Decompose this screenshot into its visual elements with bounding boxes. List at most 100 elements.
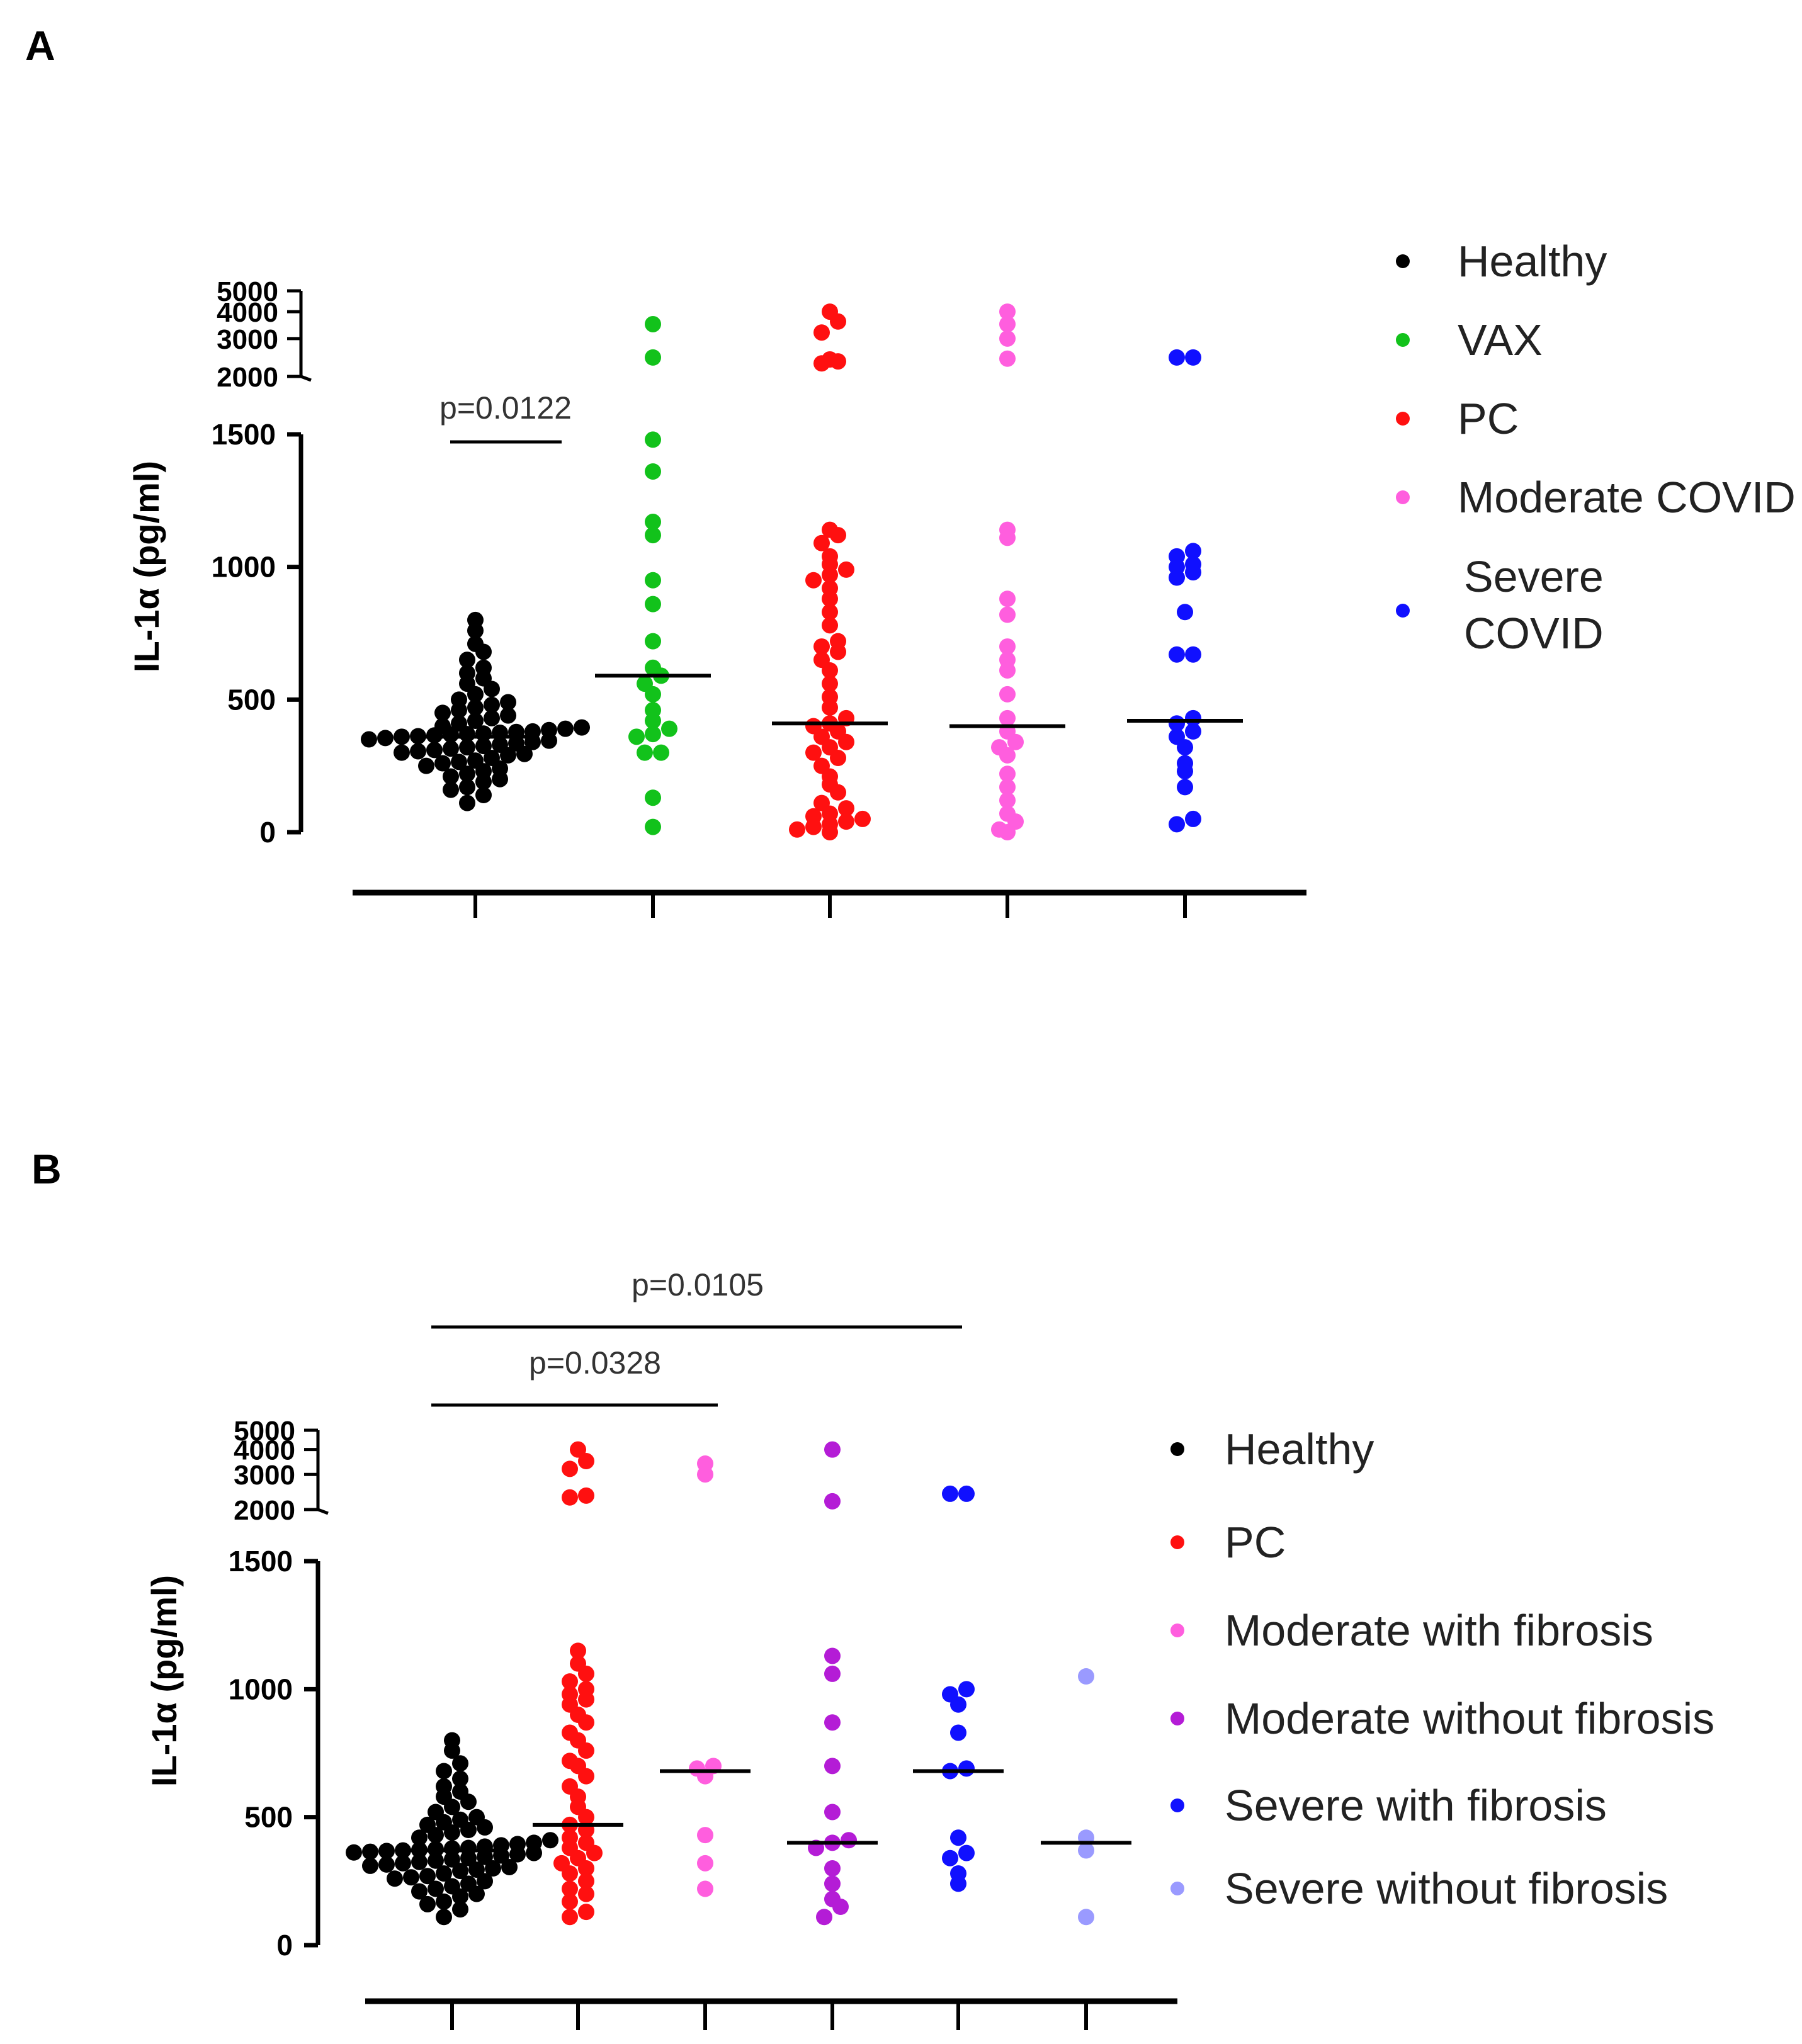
panel-a-point-healthy <box>467 713 484 730</box>
panel-a-point-vax <box>628 728 645 745</box>
panel-b-point-healthy <box>436 1893 452 1910</box>
panel-b-point-healthy <box>460 1849 477 1866</box>
panel-b-point-pc <box>578 1453 594 1470</box>
panel-b-point-severe-with-fibrosis <box>958 1760 975 1777</box>
panel-a-point-vax <box>637 744 653 761</box>
panel-a-point-vax <box>645 514 661 531</box>
panel-b-legend-marker <box>1170 1882 1184 1895</box>
panel-a-point-severe-covid <box>1185 646 1201 663</box>
panel-b-point-healthy <box>477 1819 493 1836</box>
panel-b-point-healthy <box>501 1858 518 1875</box>
panel-a-legend-label: Severe <box>1464 552 1604 601</box>
panel-b-point-healthy <box>411 1829 428 1846</box>
panel-a-point-healthy <box>459 765 475 782</box>
panel-b-p-value: p=0.0328 <box>529 1345 661 1381</box>
panel-a-point-moderate-covid <box>999 709 1016 726</box>
panel-b-point-healthy <box>346 1844 362 1861</box>
panel-a-point-healthy <box>459 779 475 796</box>
panel-a-y-tick-label-upper: 3000 <box>217 324 278 355</box>
panel-a-point-healthy <box>475 773 492 790</box>
panel-a-point-severe-covid <box>1169 816 1185 833</box>
panel-a-point-pc <box>830 353 846 370</box>
panel-a-legend-label: Healthy <box>1458 237 1607 286</box>
panel-b-point-healthy <box>460 1793 477 1810</box>
panel-b-point-severe-without-fibrosis <box>1078 1842 1094 1859</box>
panel-b-point-healthy <box>428 1880 444 1897</box>
panel-b-point-pc <box>578 1714 594 1731</box>
panel-a-legend-marker <box>1396 254 1410 268</box>
panel-b-point-severe-without-fibrosis <box>1078 1909 1094 1926</box>
panel-a-point-moderate-covid <box>999 330 1016 347</box>
panel-a-point-healthy <box>475 643 492 660</box>
panel-b-point-healthy <box>468 1861 485 1878</box>
panel-a-point-vax <box>645 713 661 730</box>
panel-b-series-moderate-without-fibrosis <box>787 1441 878 1926</box>
panel-b-point-moderate-without-fibrosis <box>824 1758 841 1775</box>
panel-b-point-healthy <box>436 1865 452 1882</box>
panel-a-point-healthy <box>394 728 410 745</box>
panel-a-point-healthy <box>541 732 557 749</box>
panel-a-point-pc <box>830 313 846 330</box>
panel-a-y-tick-label-upper: 2000 <box>217 362 278 393</box>
panel-b-legend-marker <box>1170 1798 1184 1812</box>
panel-b-point-severe-with-fibrosis <box>942 1485 958 1502</box>
panel-a-point-pc <box>813 324 830 341</box>
panel-a-point-healthy <box>475 738 492 755</box>
panel-a-point-healthy <box>484 709 500 726</box>
panel-b-point-healthy <box>378 1856 395 1873</box>
panel-b-point-moderate-without-fibrosis <box>824 1860 841 1877</box>
panel-b-point-healthy <box>428 1852 444 1869</box>
panel-a-point-pc <box>830 750 846 767</box>
panel-a-point-healthy <box>500 694 516 711</box>
panel-b-point-moderate-without-fibrosis <box>824 1804 841 1821</box>
panel-a-point-moderate-covid <box>999 529 1016 546</box>
panel-b-point-healthy <box>477 1848 493 1865</box>
panel-b-point-severe-without-fibrosis <box>1078 1668 1094 1685</box>
panel-a-point-healthy <box>492 771 508 788</box>
panel-b-point-pc <box>578 1873 594 1890</box>
panel-a-point-vax <box>645 818 661 835</box>
panel-b-point-pc <box>578 1691 594 1708</box>
panel-a-point-healthy <box>459 739 475 756</box>
panel-b-y-tick-label: 1000 <box>229 1673 293 1705</box>
panel-b-point-moderate-with-fibrosis <box>697 1855 713 1872</box>
panel-a-point-healthy <box>459 794 475 811</box>
panel-a-point-severe-covid <box>1177 604 1193 621</box>
panel-a-point-pc <box>830 643 846 660</box>
panel-b-y-tick-label: 500 <box>244 1801 293 1834</box>
panel-b-point-severe-with-fibrosis <box>958 1844 975 1861</box>
panel-b-point-healthy <box>477 1873 493 1890</box>
panel-b-point-moderate-with-fibrosis <box>697 1880 713 1897</box>
panel-a-point-pc <box>805 818 822 835</box>
panel-a-point-pc <box>805 744 822 761</box>
panel-a-point-healthy <box>418 757 434 774</box>
panel-b-point-healthy <box>452 1888 468 1905</box>
panel-b-point-healthy <box>378 1843 395 1860</box>
panel-a-point-severe-covid <box>1177 739 1193 756</box>
panel-b-point-pc <box>578 1768 594 1785</box>
panel-a-point-moderate-covid <box>999 779 1016 796</box>
panel-a-point-moderate-covid <box>999 824 1016 840</box>
panel-a-point-healthy <box>434 755 451 772</box>
panel-a-point-vax <box>645 789 661 806</box>
panel-a-point-severe-covid <box>1169 569 1185 586</box>
panel-b-y-tick-label-upper: 5000 <box>234 1416 295 1447</box>
panel-a-point-pc <box>805 572 822 589</box>
panel-b-series-moderate-with-fibrosis <box>660 1455 751 1897</box>
panel-a-point-vax <box>645 431 661 448</box>
panel-a-point-pc <box>822 824 838 840</box>
panel-a-point-healthy <box>516 745 533 762</box>
panel-b-point-severe-with-fibrosis <box>950 1724 966 1741</box>
panel-a-point-vax <box>645 596 661 613</box>
panel-a-point-vax <box>645 686 661 703</box>
panel-b-point-healthy <box>411 1853 428 1870</box>
panel-b-point-moderate-with-fibrosis <box>697 1466 713 1483</box>
panel-a-legend-marker <box>1396 490 1410 504</box>
panel-a-point-severe-covid <box>1169 349 1185 366</box>
panel-b-point-healthy <box>542 1832 558 1849</box>
panel-a-point-severe-covid <box>1177 763 1193 780</box>
panel-a-point-pc <box>822 699 838 716</box>
panel-a-point-pc <box>789 821 805 838</box>
panel-a-point-vax <box>645 527 661 544</box>
panel-b-point-moderate-without-fibrosis <box>841 1832 857 1849</box>
